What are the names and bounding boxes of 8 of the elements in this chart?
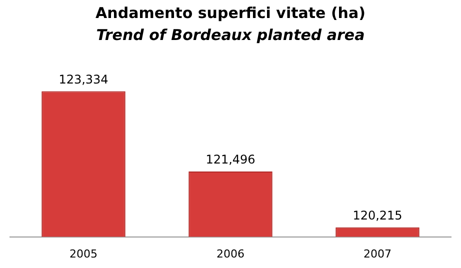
chart-subtitle: Trend of Bordeaux planted area: [95, 25, 366, 46]
data-label: 120,215: [352, 208, 402, 223]
data-label: 123,334: [58, 72, 108, 86]
x-tick-label: 2005: [70, 247, 98, 260]
chart-title: Andamento superfici vitate (ha): [94, 3, 366, 24]
data-label: 121,496: [206, 152, 256, 167]
x-tick-label: 2006: [216, 247, 244, 260]
x-tick-label: 2007: [364, 247, 392, 260]
